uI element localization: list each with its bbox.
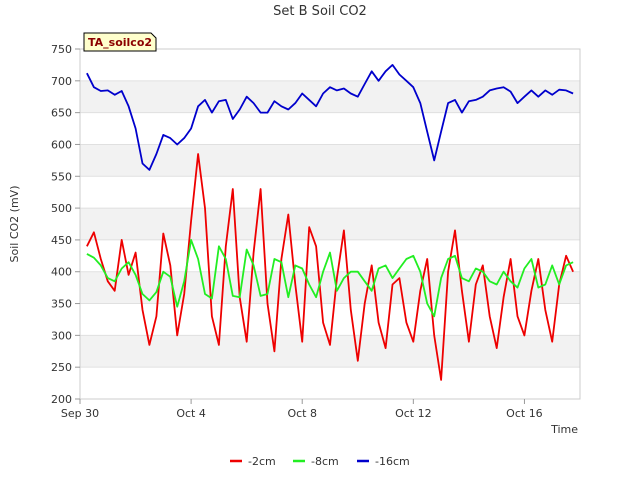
plot-background-bands xyxy=(80,80,580,368)
x-tick-label: Oct 4 xyxy=(176,407,206,420)
y-tick-label: 350 xyxy=(51,298,72,311)
x-axis-label: Time xyxy=(550,423,578,436)
y-tick-label: 400 xyxy=(51,266,72,279)
series-line-minus-16cm xyxy=(86,64,574,171)
series-line-minus-2cm xyxy=(86,153,574,381)
legend-item: -16cm xyxy=(357,455,410,468)
background-band xyxy=(80,208,580,240)
y-tick-label: 300 xyxy=(51,329,72,342)
y-axis-ticks: 200 250 300 350 400 450 500 550 600 650 700 750 xyxy=(51,43,80,406)
chart-title: Set B Soil CO2 xyxy=(273,4,367,19)
y-tick-label: 750 xyxy=(51,43,72,56)
legend-item: -2cm xyxy=(230,455,276,468)
dataset-tag-text: TA_soilco2 xyxy=(88,36,152,49)
y-tick-label: 450 xyxy=(51,234,72,247)
y-tick-label: 550 xyxy=(51,170,72,183)
x-tick-label: Sep 30 xyxy=(61,407,99,420)
y-axis-label: Soil CO2 (mV) xyxy=(8,186,21,263)
x-axis-ticks: Sep 30 Oct 4 Oct 8 Oct 12 Oct 16 xyxy=(61,399,543,420)
dataset-tag-box xyxy=(83,32,157,52)
dataset-tag: TA_soilco2 xyxy=(83,32,157,52)
series-lines xyxy=(86,64,574,381)
y-tick-label: 600 xyxy=(51,138,72,151)
x-tick-label: Oct 16 xyxy=(506,407,543,420)
y-tick-label: 250 xyxy=(51,361,72,374)
x-tick-label: Oct 12 xyxy=(395,407,432,420)
legend-item: -8cm xyxy=(293,455,339,468)
background-band xyxy=(80,144,580,177)
y-tick-label: 700 xyxy=(51,75,72,88)
legend-label: -16cm xyxy=(375,455,410,468)
y-tick-label: 200 xyxy=(51,393,72,406)
plot-frame xyxy=(79,48,581,400)
background-band xyxy=(80,271,580,304)
x-tick-label: Oct 8 xyxy=(287,407,317,420)
y-tick-label: 500 xyxy=(51,202,72,215)
legend-label: -2cm xyxy=(248,455,276,468)
legend-label: -8cm xyxy=(311,455,339,468)
series-line-minus-8cm xyxy=(86,239,574,318)
y-tick-label: 650 xyxy=(51,107,72,120)
legend: -2cm -8cm -16cm xyxy=(230,455,410,468)
background-band xyxy=(80,80,580,113)
